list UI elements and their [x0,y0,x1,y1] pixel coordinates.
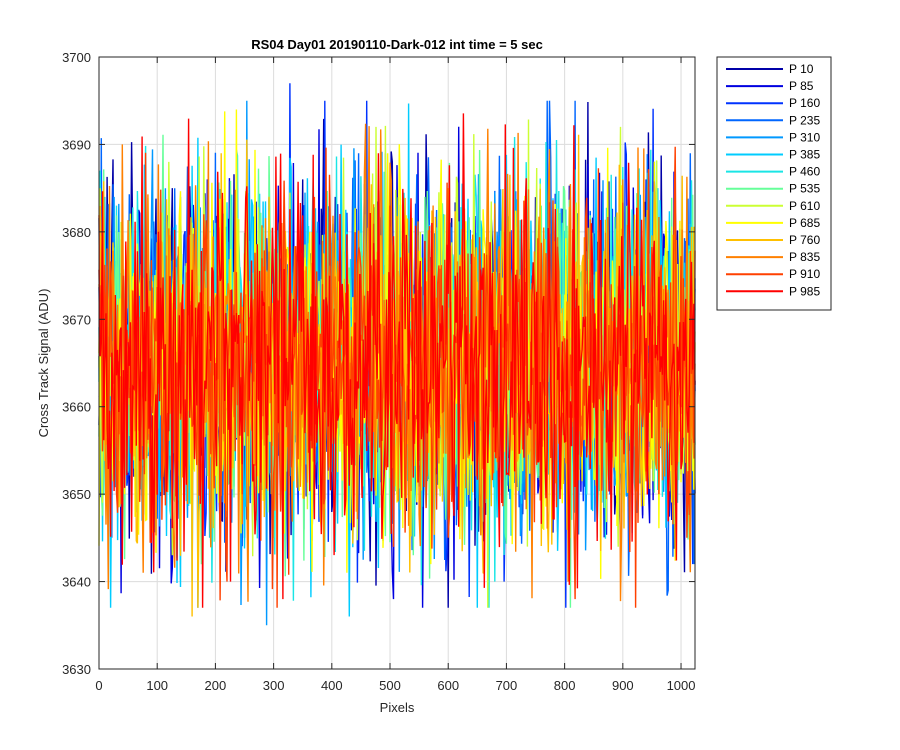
legend-entry-label: P 385 [789,148,820,162]
legend-box [716,56,832,311]
y-tick-label: 3690 [62,137,91,152]
y-tick-label: 3630 [62,662,91,677]
x-axis-label: Pixels [380,700,415,715]
y-tick-label: 3680 [62,225,91,240]
x-tick-label: 800 [554,678,576,693]
y-axis-label: Cross Track Signal (ADU) [36,289,51,438]
legend-entry-label: P 760 [789,233,820,247]
legend-entry-label: P 310 [789,130,820,144]
plot-frame [98,56,696,670]
legend-entry-label: P 160 [789,96,820,110]
legend-entry-label: P 610 [789,199,820,213]
legend-entry-label: P 10 [789,62,814,76]
legend-entry-label: P 985 [789,284,820,298]
x-tick-label: 600 [437,678,459,693]
axis-ticks: 0 100 200 300 400 500 600 700 800 900 1000 3630 3640… [62,50,695,693]
legend-entry-label: P 685 [789,216,820,230]
x-tick-label: 900 [612,678,634,693]
legend-entry-label: P 910 [789,267,820,281]
y-tick-label: 3650 [62,487,91,502]
x-tick-label: 100 [146,678,168,693]
chart-title: RS04 Day01 20190110-Dark-012 int time = … [251,37,543,52]
x-tick-label: 300 [263,678,285,693]
legend-entry-label: P 460 [789,165,820,179]
x-tick-label: 0 [95,678,102,693]
x-tick-label: 400 [321,678,343,693]
y-tick-label: 3670 [62,312,91,327]
legend-entry-label: P 85 [789,79,814,93]
legend-entry-label: P 835 [789,250,820,264]
legend: P 10 P 85 P 160 P 235 P 310 P 385 P 460 P 535 P … [716,56,832,311]
x-tick-label: 700 [496,678,518,693]
series-lines [98,83,696,626]
x-tick-label: 500 [379,678,401,693]
y-tick-label: 3640 [62,575,91,590]
y-tick-label: 3660 [62,400,91,415]
legend-entry-label: P 235 [789,113,820,127]
y-tick-label: 3700 [62,50,91,65]
x-tick-label: 1000 [667,678,696,693]
x-tick-label: 200 [205,678,227,693]
legend-entry-label: P 535 [789,182,820,196]
series-line [98,113,696,608]
